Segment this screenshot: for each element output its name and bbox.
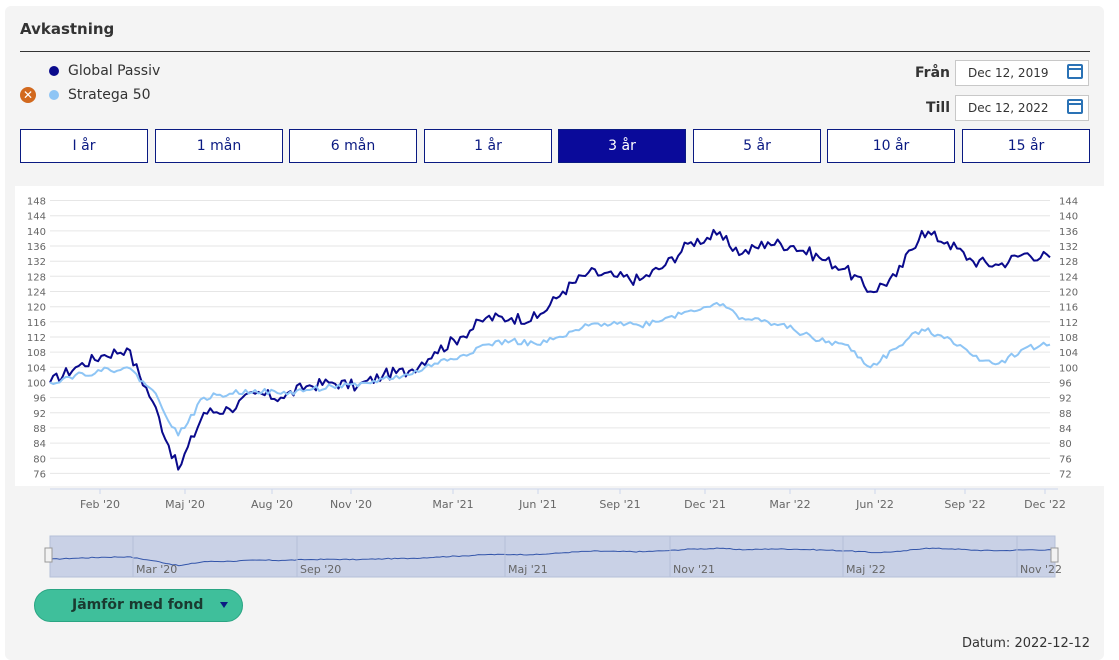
x-tick-label: Nov '20 — [330, 498, 372, 511]
y-tick-label-left: 120 — [27, 303, 46, 314]
y-tick-label-left: 108 — [27, 348, 46, 359]
x-tick-label: Maj '20 — [165, 498, 205, 511]
compare-with-fund-button[interactable]: Jämför med fond — [34, 589, 243, 622]
navigator-tick-label: Sep '20 — [300, 563, 341, 576]
range-button-10y[interactable]: 10 år — [827, 129, 955, 163]
legend-label: Global Passiv — [68, 63, 161, 79]
y-tick-label-left: 112 — [27, 333, 46, 344]
y-tick-label-right: 120 — [1059, 288, 1078, 299]
y-tick-label-right: 112 — [1059, 318, 1078, 329]
y-tick-label-right: 96 — [1059, 379, 1072, 390]
navigator-tick-label: Nov '21 — [673, 563, 715, 576]
x-tick-label: Dec '22 — [1024, 498, 1066, 511]
y-tick-label-left: 116 — [27, 318, 46, 329]
navigator-tick-label: Maj '21 — [508, 563, 548, 576]
x-tick-label: Mar '22 — [769, 498, 810, 511]
x-tick-label: Jun '21 — [518, 498, 557, 511]
y-tick-label-right: 92 — [1059, 394, 1072, 405]
y-tick-label-right: 140 — [1059, 212, 1078, 223]
range-button-6m[interactable]: 6 mån — [289, 129, 417, 163]
y-tick-label-right: 84 — [1059, 424, 1072, 435]
y-tick-label-left: 124 — [27, 288, 46, 299]
series-line-stratega-50 — [49, 301, 1051, 437]
range-button-1m[interactable]: 1 mån — [155, 129, 283, 163]
y-tick-label-right: 108 — [1059, 333, 1078, 344]
y-tick-label-right: 124 — [1059, 272, 1078, 283]
y-tick-label-right: 128 — [1059, 257, 1078, 268]
y-tick-label-right: 72 — [1059, 469, 1072, 480]
series-dot-icon — [49, 66, 59, 76]
remove-series-icon[interactable]: ✕ — [20, 87, 36, 103]
y-tick-label-right: 80 — [1059, 439, 1072, 450]
navigator-series-line — [49, 547, 1056, 567]
range-button-3y[interactable]: 3 år — [558, 129, 686, 163]
navigator-tick-label: Nov '22 — [1020, 563, 1062, 576]
y-tick-label-right: 136 — [1059, 227, 1078, 238]
y-tick-label-left: 136 — [27, 242, 46, 253]
y-tick-label-right: 144 — [1059, 197, 1078, 208]
x-tick-label: Dec '21 — [684, 498, 726, 511]
y-tick-label-left: 88 — [33, 424, 46, 435]
title-divider — [20, 51, 1090, 52]
y-tick-label-right: 104 — [1059, 348, 1078, 359]
y-tick-label-right: 116 — [1059, 303, 1078, 314]
from-date-field[interactable]: Dec 12, 2019 — [955, 60, 1089, 86]
section-title: Avkastning — [20, 20, 115, 38]
x-tick-label: Sep '21 — [599, 498, 640, 511]
to-date-value: Dec 12, 2022 — [968, 101, 1049, 115]
y-tick-label-right: 132 — [1059, 242, 1078, 253]
navigator-right-handle[interactable] — [1050, 547, 1059, 563]
y-tick-label-left: 96 — [33, 394, 46, 405]
calendar-icon[interactable] — [1067, 64, 1083, 79]
to-date-field[interactable]: Dec 12, 2022 — [955, 95, 1089, 121]
y-tick-label-left: 76 — [33, 469, 46, 480]
y-tick-label-left: 84 — [33, 439, 46, 450]
y-tick-label-left: 148 — [27, 197, 46, 208]
x-tick-label: Jun '22 — [855, 498, 894, 511]
range-button-ytd[interactable]: I år — [20, 129, 148, 163]
from-label: Från — [915, 65, 950, 81]
y-tick-label-left: 104 — [27, 363, 46, 374]
y-tick-label-left: 128 — [27, 272, 46, 283]
navigator-tick-label: Mar '20 — [136, 563, 177, 576]
legend-item-global-passiv[interactable]: Global Passiv — [20, 61, 160, 81]
y-tick-label-left: 132 — [27, 257, 46, 268]
navigator-left-handle[interactable] — [44, 547, 53, 563]
navigator-tick-label: Maj '22 — [846, 563, 886, 576]
calendar-icon[interactable] — [1067, 99, 1083, 114]
chevron-down-icon — [220, 602, 228, 608]
x-tick-label: Mar '21 — [432, 498, 473, 511]
legend-item-stratega-50[interactable]: ✕ Stratega 50 — [20, 85, 151, 105]
navigator-mask[interactable] — [49, 535, 1056, 578]
y-tick-label-right: 100 — [1059, 363, 1078, 374]
y-tick-label-right: 76 — [1059, 454, 1072, 465]
returns-line-chart: 76 80 84 88 92 96 100 104 108 112 116 120 124 128 132 1… — [26, 196, 1079, 578]
y-tick-label-left: 140 — [27, 227, 46, 238]
compare-label: Jämför med fond — [72, 597, 204, 613]
y-tick-label-left: 144 — [27, 212, 46, 223]
series-line-global-passiv — [49, 228, 1051, 471]
y-tick-label-left: 92 — [33, 409, 46, 420]
range-button-1y[interactable]: 1 år — [424, 129, 552, 163]
x-tick-label: Aug '20 — [251, 498, 293, 511]
range-button-15y[interactable]: 15 år — [962, 129, 1090, 163]
y-tick-label-left: 80 — [33, 454, 46, 465]
range-button-5y[interactable]: 5 år — [693, 129, 821, 163]
legend-label: Stratega 50 — [68, 87, 151, 103]
date-footnote: Datum: 2022-12-12 — [961, 636, 1090, 651]
to-label: Till — [926, 100, 950, 116]
y-tick-label-left: 100 — [27, 379, 46, 390]
y-tick-label-right: 88 — [1059, 409, 1072, 420]
from-date-value: Dec 12, 2019 — [968, 66, 1049, 80]
x-tick-label: Sep '22 — [944, 498, 985, 511]
x-tick-label: Feb '20 — [80, 498, 120, 511]
series-dot-icon — [49, 90, 59, 100]
